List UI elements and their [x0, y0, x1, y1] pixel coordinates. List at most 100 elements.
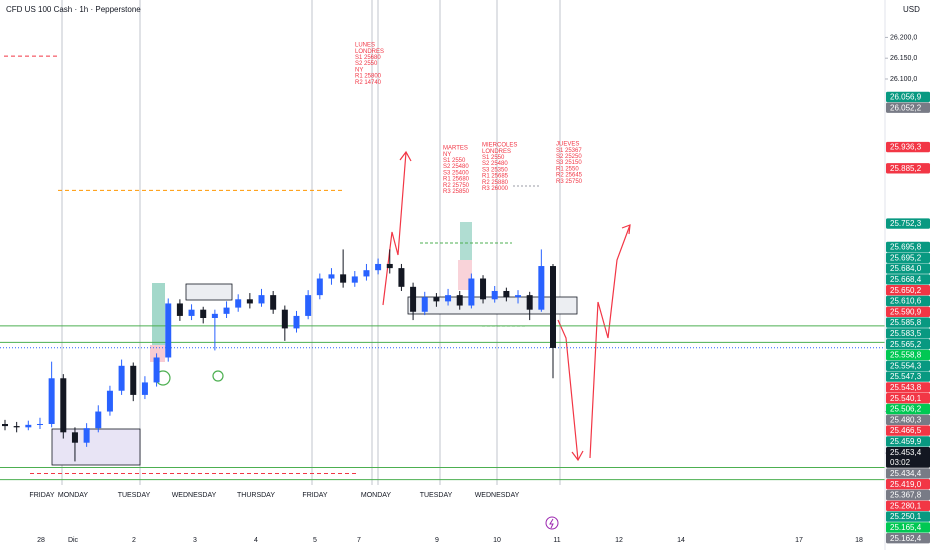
candle-body: [363, 270, 370, 277]
candle-body: [95, 411, 102, 429]
day-label: TUESDAY: [118, 492, 151, 499]
candle-body: [130, 365, 137, 395]
candle-body: [538, 266, 545, 310]
zone-box: [152, 283, 165, 345]
candle-body: [433, 297, 440, 302]
candle-body: [176, 303, 183, 316]
annotation-text: R1 25680: [443, 177, 470, 183]
annotation-text: R3 26000: [482, 186, 509, 192]
price-tag: [886, 500, 930, 512]
price-tag-label: 25.650,2: [890, 286, 922, 295]
date-label: Dic: [68, 537, 79, 544]
price-tag: [886, 403, 930, 415]
price-tag-label: 26.052,2: [890, 103, 922, 112]
event-icon[interactable]: [545, 516, 559, 530]
price-tag: [886, 328, 930, 339]
price-tag-label: 26.056,9: [890, 93, 922, 102]
candle-body: [165, 303, 172, 358]
day-label: WEDNESDAY: [172, 492, 217, 499]
price-tag-label: 25.752,3: [890, 219, 922, 228]
annotation-text: S3 25350: [482, 167, 508, 173]
date-label: 14: [677, 537, 685, 544]
price-tag-label: 25.547,3: [890, 372, 922, 381]
candle-body: [141, 382, 148, 395]
candle-body: [258, 295, 265, 304]
price-tag-label: 25.459,9: [890, 437, 922, 446]
candle-body: [398, 268, 405, 287]
annotation-text: LONDRES: [355, 49, 384, 55]
candle-body: [410, 286, 417, 312]
date-label: 9: [435, 537, 439, 544]
price-tag-label: 25.554,3: [890, 361, 922, 370]
candle-body: [60, 378, 67, 433]
price-tag: [886, 285, 930, 296]
candle-body: [445, 295, 452, 302]
price-tag: [886, 436, 930, 447]
price-tag: [886, 91, 930, 103]
price-tag-label: 25.419,0: [890, 480, 922, 489]
y-tick-label: 26.150,0: [890, 55, 917, 62]
price-tag: [886, 274, 930, 285]
date-label: 28: [37, 537, 45, 544]
day-label: FRIDAY: [29, 492, 54, 499]
candle-body: [316, 278, 323, 296]
price-tag-label: 25.558,8: [890, 351, 922, 360]
candle-body: [36, 424, 43, 425]
price-tag: [886, 295, 930, 307]
annotation-text: LONDRES: [482, 149, 511, 155]
annotation-text: R1 2550: [556, 166, 579, 172]
date-label: 10: [493, 537, 501, 544]
drawings: [51, 150, 631, 466]
annotation-text: R2 25645: [556, 173, 583, 179]
countdown: 03:02: [890, 458, 911, 467]
annotation-text: S2 25480: [482, 161, 508, 167]
price-tag-label: 25.885,2: [890, 164, 922, 173]
forecast-arrow: [621, 224, 631, 235]
price-tag-label: 25.936,3: [890, 143, 922, 152]
price-tag: [886, 163, 930, 174]
price-tag: [886, 479, 930, 490]
price-tag-label: 25.583,5: [890, 329, 922, 338]
annotation-text: R3 25850: [443, 189, 470, 195]
price-tag: [886, 447, 930, 468]
annotation-text: R1 25685: [482, 174, 509, 180]
price-tag: [886, 522, 930, 533]
annotation-text: NY: [355, 67, 363, 73]
candle-body: [328, 274, 335, 279]
annotation-text: R2 14740: [355, 80, 382, 86]
candle-body: [421, 297, 428, 312]
annotation-text: JUEVES: [556, 142, 579, 148]
day-label: WEDNESDAY: [475, 492, 520, 499]
currency: USD: [903, 5, 920, 14]
annotation-text: S1 25367: [556, 148, 582, 154]
day-label: TUESDAY: [420, 492, 453, 499]
annotation-text: R2 25750: [443, 183, 470, 189]
candle-body: [491, 290, 498, 300]
zone-box: [460, 222, 472, 260]
price-tag-label: 25.668,4: [890, 275, 922, 284]
annotation-text: MARTES: [443, 146, 468, 152]
annotation-text: S1 2550: [443, 158, 466, 164]
price-tag-label: 25.453,4: [890, 448, 922, 457]
annotation-text: S1 25680: [355, 55, 381, 61]
price-tag: [886, 425, 930, 436]
marker-circle: [212, 370, 224, 382]
forecast-arrow: [399, 150, 412, 162]
candle-body: [25, 424, 32, 428]
annotation-text: S2 2550: [355, 61, 378, 67]
candle-body: [305, 295, 312, 316]
candle-body: [526, 295, 533, 310]
candle-body: [270, 295, 277, 310]
price-tag-label: 25.367,8: [890, 491, 922, 500]
candle-body: [83, 428, 90, 443]
candle-body: [386, 263, 393, 269]
candle-body: [340, 274, 347, 283]
forecast-path: [382, 151, 407, 306]
price-tag: [886, 102, 930, 113]
candle-body: [375, 263, 382, 271]
date-label: 7: [357, 537, 361, 544]
price-tag-label: 25.610,6: [890, 297, 922, 306]
range-box: [51, 428, 141, 466]
forecast-path: [589, 224, 631, 459]
